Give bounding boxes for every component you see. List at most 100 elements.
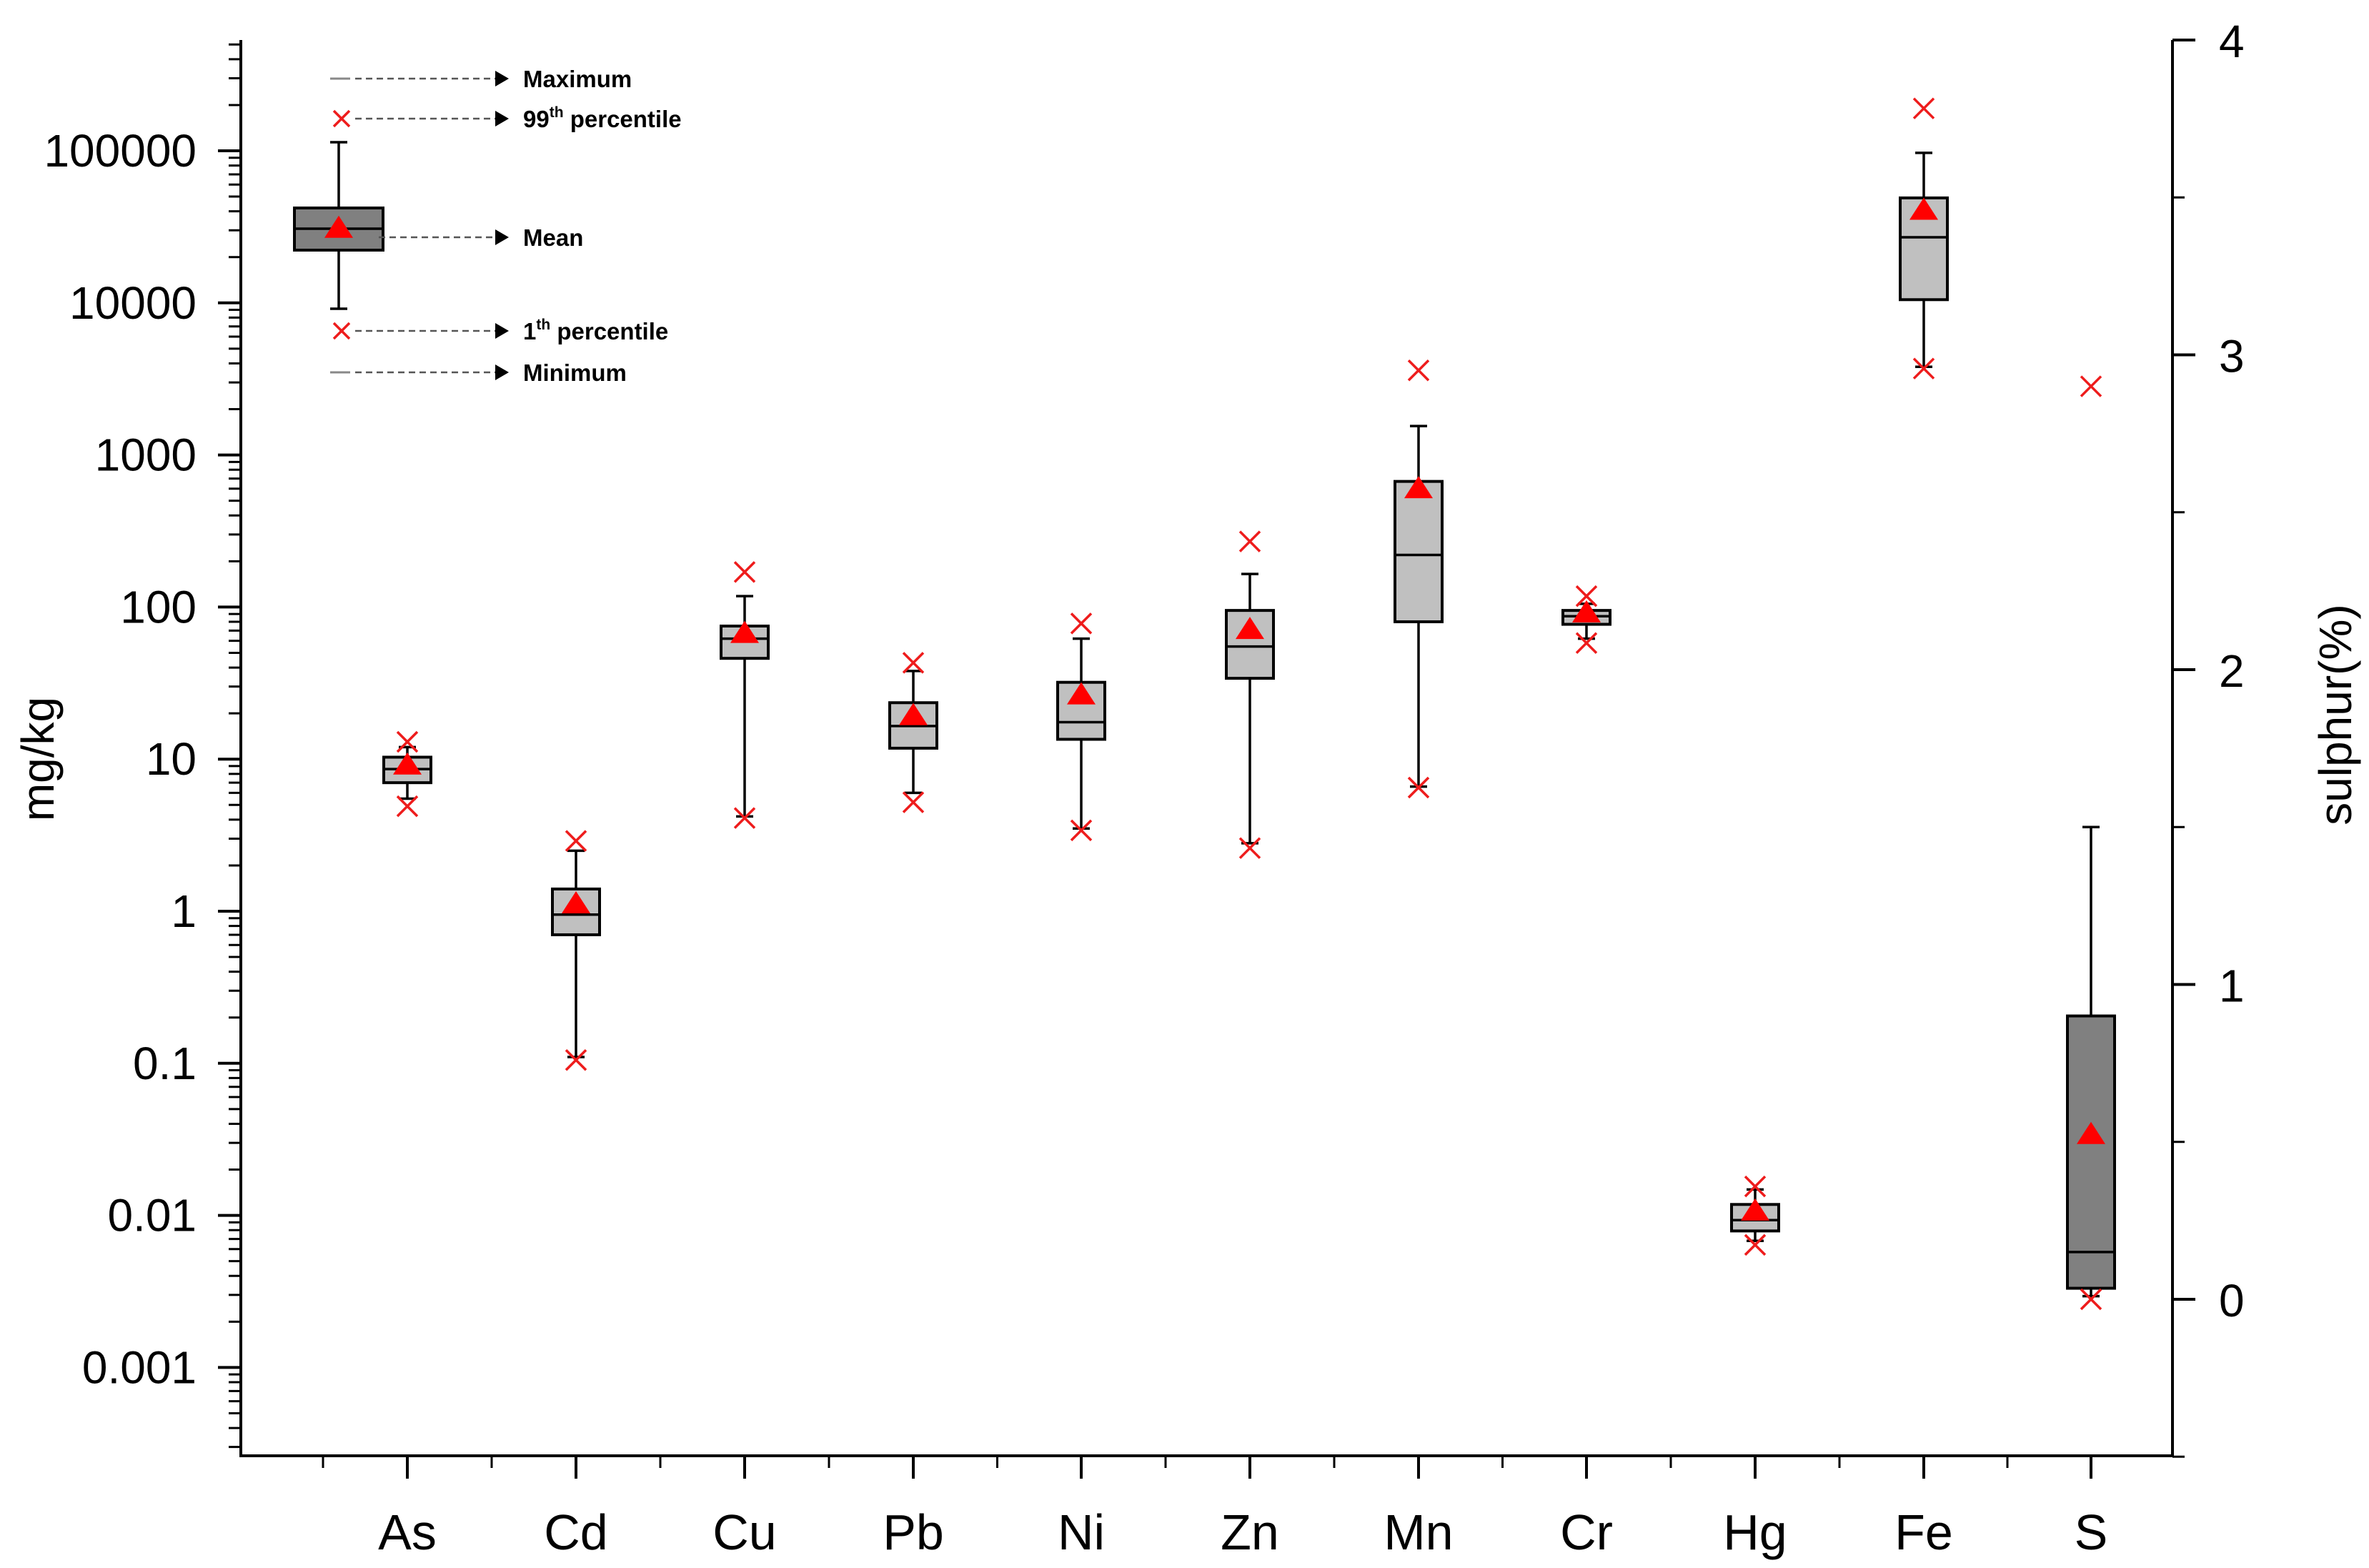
- percentile-marker: [1238, 530, 1261, 552]
- left-tick-label: 1: [171, 885, 197, 937]
- legend-label: 1th percentile: [523, 317, 668, 344]
- left-tick-label: 0.001: [82, 1341, 197, 1393]
- percentile-marker: [565, 1049, 587, 1071]
- x-tick-label: Cr: [1560, 1504, 1613, 1560]
- legend: Maximum 99th percentile Mean 1th percentile…: [293, 66, 682, 386]
- x-tick-label: Mn: [1384, 1504, 1453, 1560]
- x-tick-label: Cu: [712, 1504, 776, 1560]
- legend-arrowhead: [495, 364, 509, 380]
- right-tick-label: 4: [2219, 16, 2245, 67]
- left-tick-label: 100000: [44, 125, 197, 177]
- legend-label: Mean: [523, 224, 583, 251]
- box-Cu: [720, 561, 770, 829]
- legend-item-p1: 1th percentile: [332, 317, 668, 344]
- legend-superscript: th: [550, 104, 564, 121]
- x-tick-label: Hg: [1723, 1504, 1787, 1560]
- legend-label: Maximum: [523, 66, 632, 92]
- x-tick-label: Cd: [544, 1504, 607, 1560]
- right-tick-label: 1: [2219, 961, 2245, 1012]
- box-Cr: [1561, 585, 1611, 654]
- mean-marker: [1741, 1198, 1769, 1221]
- legend-arrowhead: [495, 111, 509, 126]
- mean-marker: [562, 890, 590, 913]
- left-tick-label: 1000: [95, 430, 197, 481]
- mean-marker: [324, 215, 353, 238]
- percentile-marker: [1238, 837, 1261, 859]
- percentile-marker: [1070, 819, 1093, 842]
- legend-item-min: Minimum: [330, 359, 627, 386]
- x-tick-label: Ni: [1058, 1504, 1105, 1560]
- x-tick-label: Fe: [1894, 1504, 1953, 1560]
- x-axis-ticks: As Cd Cu Pb Ni Zn Mn Cr Hg Fe S: [322, 1456, 2108, 1560]
- x-tick-label: As: [378, 1504, 437, 1560]
- right-tick-label: 0: [2219, 1275, 2245, 1326]
- percentile-marker: [396, 730, 419, 753]
- mean-marker: [1236, 617, 1264, 640]
- left-tick-label: 10: [146, 733, 197, 785]
- mean-marker: [2077, 1121, 2105, 1144]
- percentile-marker: [1912, 97, 1935, 119]
- percentile-marker: [1744, 1175, 1767, 1198]
- left-axis-title: mg/kg: [12, 697, 64, 821]
- legend-arrowhead: [495, 71, 509, 86]
- legend-superscript: th: [536, 317, 550, 333]
- right-tick-label: 3: [2219, 331, 2245, 382]
- interquartile-box: [2066, 1014, 2116, 1290]
- percentile-marker: [733, 807, 756, 829]
- percentile-marker: [396, 795, 419, 818]
- interquartile-box: [1899, 196, 1949, 302]
- percentile-marker: [565, 830, 587, 852]
- legend-item-mean: Mean: [379, 224, 583, 251]
- x-tick-label: Zn: [1221, 1504, 1279, 1560]
- box-As: [382, 730, 432, 818]
- legend-item-p99: 99th percentile: [332, 104, 682, 132]
- legend-label: 99th percentile: [523, 104, 682, 132]
- percentile-marker: [332, 109, 351, 128]
- box-Hg: [1730, 1175, 1780, 1256]
- percentile-marker: [1575, 585, 1598, 607]
- percentile-marker: [2080, 1288, 2102, 1311]
- percentile-marker: [1407, 776, 1430, 799]
- left-axis-ticks: 0.001 0.01 0.1 1 10 100 1000 10000 100000: [44, 43, 241, 1449]
- right-tick-label: 2: [2219, 645, 2245, 697]
- interquartile-box: [1394, 480, 1444, 624]
- right-axis-ticks: 0 1 2 3 4: [2172, 16, 2245, 1458]
- percentile-marker: [902, 791, 925, 813]
- legend-suffix: percentile: [550, 318, 668, 344]
- box-Fe: [1899, 97, 1949, 379]
- left-tick-label: 10000: [69, 277, 197, 329]
- legend-arrowhead: [495, 323, 509, 339]
- mean-marker: [1909, 197, 1938, 220]
- left-tick-label: 0.1: [133, 1038, 197, 1089]
- box-Pb: [888, 652, 938, 813]
- mean-marker: [1572, 600, 1601, 622]
- legend-suffix: percentile: [564, 106, 682, 132]
- percentile-marker: [1575, 632, 1598, 654]
- percentile-marker: [1070, 612, 1093, 635]
- box-Mn: [1394, 359, 1444, 799]
- mean-marker: [730, 620, 759, 643]
- x-tick-label: S: [2075, 1504, 2108, 1560]
- left-tick-label: 100: [120, 581, 197, 632]
- legend-example-box: [293, 141, 384, 310]
- box-S: [2066, 375, 2116, 1311]
- box-Cd: [551, 830, 601, 1071]
- percentile-marker: [733, 561, 756, 583]
- box-Ni: [1056, 612, 1106, 842]
- box-Zn: [1225, 530, 1275, 859]
- left-tick-label: 0.01: [107, 1190, 197, 1241]
- legend-item-max: Maximum: [330, 66, 632, 92]
- percentile-marker: [902, 652, 925, 674]
- box-series: [382, 97, 2116, 1311]
- legend-arrowhead: [495, 229, 509, 245]
- percentile-marker: [1407, 359, 1430, 382]
- percentile-marker: [332, 322, 351, 340]
- percentile-marker: [1912, 357, 1935, 379]
- legend-label: Minimum: [523, 359, 627, 386]
- mean-marker: [1067, 682, 1096, 705]
- percentile-marker: [1744, 1234, 1767, 1256]
- percentile-marker: [2080, 375, 2102, 397]
- right-axis-title: sulphur(%): [2310, 604, 2361, 825]
- axes: [239, 40, 2174, 1457]
